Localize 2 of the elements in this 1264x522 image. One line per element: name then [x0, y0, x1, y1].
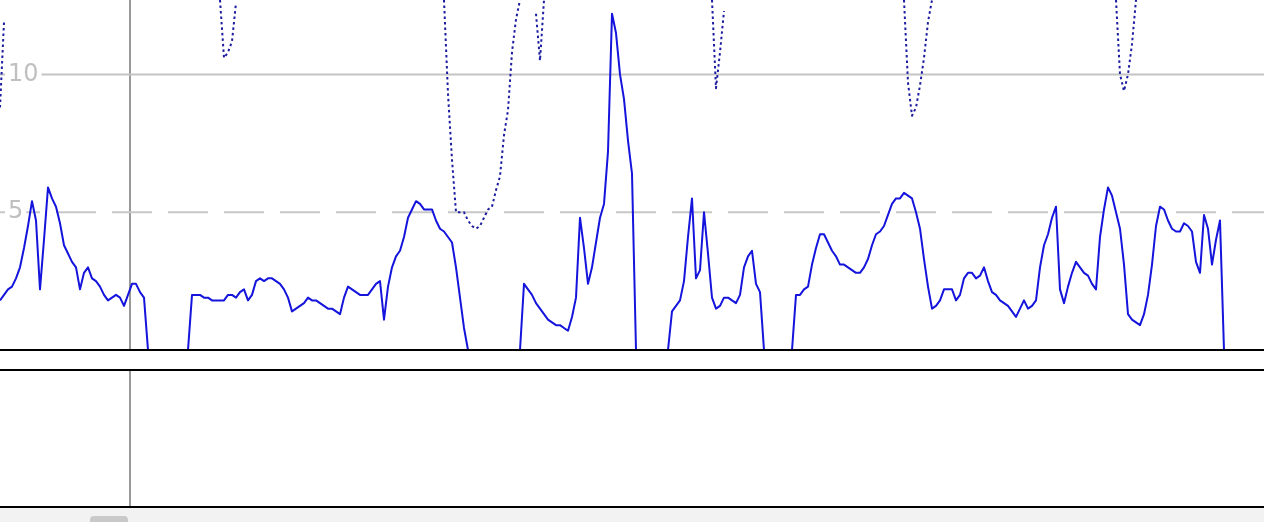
y-tick-label: 10 [8, 58, 39, 87]
y-tick-label: 5 [8, 196, 24, 225]
